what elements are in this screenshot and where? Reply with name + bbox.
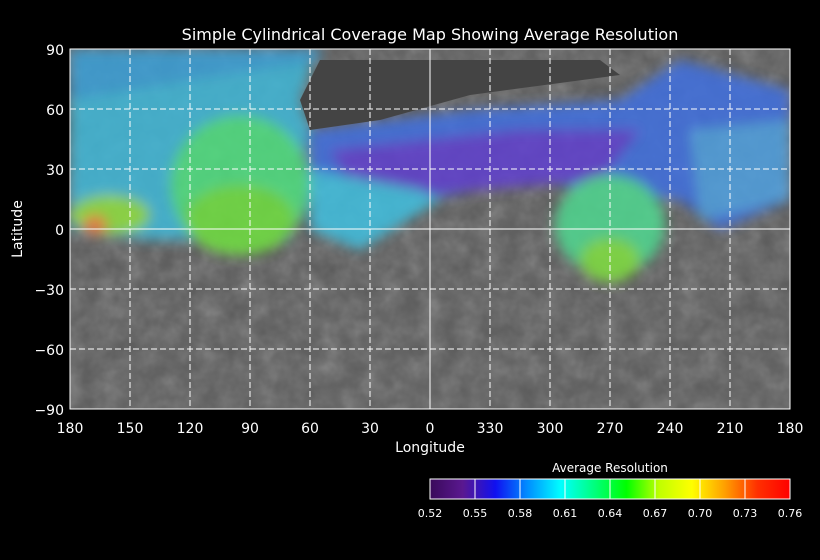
colorbar-tick-label: 0.76 [778, 507, 803, 520]
x-tick-label: 210 [717, 421, 744, 437]
colorbar-tick-label: 0.64 [598, 507, 623, 520]
y-tick-label: −60 [34, 343, 64, 359]
colorbar-ticks: 0.52 0.55 0.58 0.61 0.64 0.67 0.70 0.73 0.76 [418, 479, 803, 520]
plot-frame [69, 48, 791, 410]
y-tick-label: −30 [34, 283, 64, 299]
colorbar-tick-label: 0.58 [508, 507, 533, 520]
uncovered-region [300, 60, 620, 130]
colorbar-tick-label: 0.52 [418, 507, 443, 520]
x-axis-label: Longitude [395, 440, 465, 456]
y-tick-label: −90 [34, 403, 64, 419]
colorbar-title: Average Resolution [552, 461, 668, 475]
y-tick-label: 90 [46, 43, 64, 59]
colorbar-tick-label: 0.55 [463, 507, 488, 520]
x-tick-label: 180 [777, 421, 804, 437]
colorbar-tick-label: 0.70 [688, 507, 713, 520]
x-tick-label: 60 [301, 421, 319, 437]
x-tick-label: 300 [537, 421, 564, 437]
graticule [70, 49, 790, 409]
colorbar-tick-label: 0.61 [553, 507, 578, 520]
y-tick-label: 60 [46, 103, 64, 119]
x-axis-ticks: 180 150 120 90 60 30 0 330 300 270 240 210 180 [57, 421, 804, 437]
colorbar: Average Resolution 0.52 0.55 0.58 0.61 0.64 0… [418, 461, 803, 520]
colorbar-tick-label: 0.73 [733, 507, 758, 520]
y-axis-ticks: 90 60 30 0 −30 −60 −90 [34, 43, 64, 419]
colorbar-tick-label: 0.67 [643, 507, 668, 520]
y-tick-label: 0 [55, 223, 64, 239]
y-tick-label: 30 [46, 163, 64, 179]
x-tick-label: 90 [241, 421, 259, 437]
x-tick-label: 240 [657, 421, 684, 437]
x-tick-label: 330 [477, 421, 504, 437]
map-title: Simple Cylindrical Coverage Map Showing … [182, 25, 679, 44]
x-tick-label: 270 [597, 421, 624, 437]
x-tick-label: 180 [57, 421, 84, 437]
x-tick-label: 150 [117, 421, 144, 437]
x-tick-label: 30 [361, 421, 379, 437]
x-tick-label: 0 [426, 421, 435, 437]
x-tick-label: 120 [177, 421, 204, 437]
y-axis-label: Latitude [10, 200, 26, 258]
